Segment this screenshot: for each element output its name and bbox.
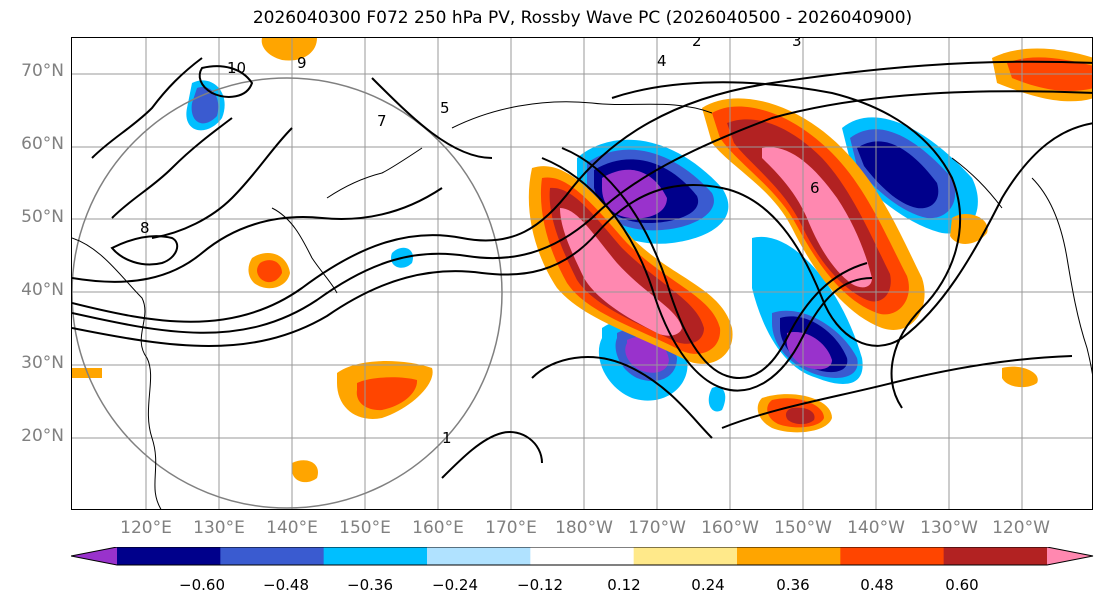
colorbar (71, 547, 1094, 566)
colorbar-segment (1047, 547, 1093, 565)
contour-label: 3 (792, 38, 802, 50)
lon-label: 170°E (485, 518, 537, 538)
positive-anomaly-shading (72, 38, 1092, 483)
colorbar-tick-label: −0.24 (432, 576, 478, 594)
lat-label: 30°N (21, 353, 64, 373)
contour-label: 2 (692, 38, 702, 50)
lat-label: 70°N (21, 61, 64, 81)
contour-label: 5 (440, 99, 450, 117)
colorbar-tick-label: −0.12 (517, 576, 563, 594)
lon-label: 130°E (193, 518, 245, 538)
map-canvas: 2 3 4 5 6 7 8 9 10 1 (72, 38, 1092, 509)
lon-label: 140°E (266, 518, 318, 538)
map-frame: 2 3 4 5 6 7 8 9 10 1 (71, 37, 1093, 510)
lon-label: 130°W (920, 518, 978, 538)
colorbar-outline (71, 547, 1094, 566)
contour-labels: 2 3 4 5 6 7 8 9 10 1 (140, 38, 820, 447)
colorbar-segment (530, 547, 635, 565)
lat-label: 60°N (21, 134, 64, 154)
lon-label: 170°W (628, 518, 686, 538)
lon-label: 160°W (701, 518, 759, 538)
colorbar-tick-label: 0.36 (776, 576, 810, 594)
lat-label: 20°N (21, 426, 64, 446)
colorbar-tick-label: −0.48 (263, 576, 309, 594)
lat-label: 40°N (21, 280, 64, 300)
colorbar-segment (840, 547, 945, 565)
contour-label: 6 (810, 179, 820, 197)
contour-label: 4 (657, 52, 667, 70)
contour-label: 7 (377, 112, 387, 130)
colorbar-tick-label: −0.60 (179, 576, 225, 594)
contour-label: 9 (297, 54, 307, 72)
colorbar-tick-label: 0.24 (691, 576, 725, 594)
lon-label: 120°E (120, 518, 172, 538)
contour-label: 8 (140, 219, 150, 237)
lon-label: 150°W (774, 518, 832, 538)
contour-label: 1 (442, 429, 452, 447)
colorbar-segment (220, 547, 325, 565)
lat-lon-grid (72, 38, 1092, 509)
colorbar-segment (633, 547, 738, 565)
lon-label: 160°E (412, 518, 464, 538)
contour-label: 10 (227, 59, 246, 77)
lon-label: 180°W (555, 518, 613, 538)
colorbar-segment (71, 547, 117, 565)
colorbar-segment (737, 547, 841, 565)
colorbar-tick-label: 0.12 (607, 576, 641, 594)
lat-label: 50°N (21, 207, 64, 227)
colorbar-segment (427, 547, 531, 565)
colorbar-tick-label: 0.48 (860, 576, 894, 594)
colorbar-segment (323, 547, 428, 565)
lon-label: 150°E (339, 518, 391, 538)
colorbar-tick-label: −0.36 (347, 576, 393, 594)
lon-label: 140°W (847, 518, 905, 538)
pv-contours (72, 57, 1092, 479)
colorbar-segment (117, 547, 221, 565)
lon-label: 120°W (992, 518, 1050, 538)
colorbar-tick-label: 0.60 (945, 576, 979, 594)
map-title: 2026040300 F072 250 hPa PV, Rossby Wave … (252, 8, 913, 28)
radius-circle (72, 77, 503, 509)
colorbar-segment (943, 547, 1048, 565)
